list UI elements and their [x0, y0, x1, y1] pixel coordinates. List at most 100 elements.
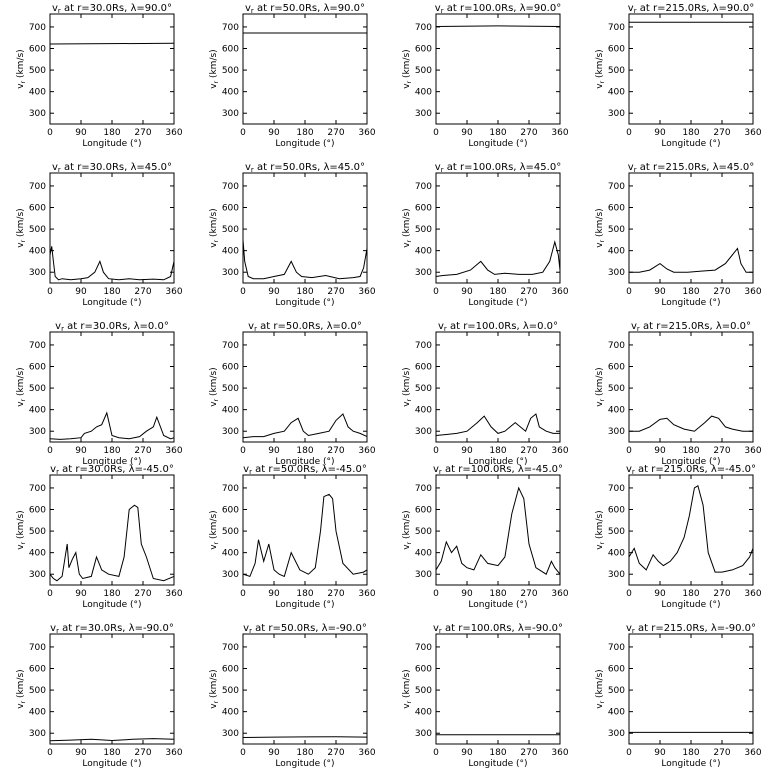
y-tick-label: 500: [415, 384, 432, 394]
title-v: v: [438, 321, 444, 332]
x-tick-label: 180: [489, 287, 506, 297]
x-axis-label: Longitude (°): [468, 139, 527, 149]
x-tick-label: 180: [296, 589, 313, 599]
x-tick-label: 360: [165, 748, 182, 758]
panel-title: vr at r=100.0Rs, λ=-45.0°: [433, 464, 563, 476]
plot-frame: [49, 331, 175, 443]
panel-title: vr at r=100.0Rs, λ=90.0°: [435, 3, 561, 15]
y-axis-label: vr (km/s): [209, 669, 220, 708]
title-subscript-r: r: [249, 468, 252, 476]
x-axis-label: Longitude (°): [661, 759, 720, 768]
ylabel-v: v: [16, 401, 26, 407]
y-tick-label: 400: [608, 549, 625, 559]
x-tick-label: 360: [165, 589, 182, 599]
y-axis-label: vr (km/s): [595, 367, 606, 406]
x-axis-label: Longitude (°): [468, 457, 527, 467]
plot-frame: [49, 633, 175, 745]
series-line: [435, 413, 560, 436]
y-tick-label: 500: [608, 527, 625, 537]
x-tick-label: 180: [489, 128, 506, 138]
y-tick-label: 300: [29, 268, 46, 278]
title-text: at r=50.0Rs, λ=45.0°: [254, 162, 365, 173]
title-text: at r=50.0Rs, λ=-90.0°: [252, 623, 367, 634]
title-text: at r=215.0Rs, λ=90.0°: [637, 3, 755, 14]
x-tick-label: 90: [654, 287, 666, 297]
title-v: v: [245, 162, 251, 173]
x-tick-label: 180: [489, 748, 506, 758]
x-tick-label: 270: [327, 589, 344, 599]
x-tick-label: 360: [744, 748, 761, 758]
panel-title: vr at r=50.0Rs, λ=-90.0°: [243, 623, 367, 635]
y-tick-label: 700: [608, 643, 625, 653]
title-text: at r=30.0Rs, λ=-45.0°: [59, 464, 174, 475]
x-tick-label: 270: [327, 287, 344, 297]
y-tick-label: 600: [608, 665, 625, 675]
x-tick-label: 90: [268, 748, 280, 758]
x-tick-label: 270: [134, 446, 151, 456]
x-tick-label: 270: [134, 287, 151, 297]
panel-title: vr at r=100.0Rs, λ=-90.0°: [433, 623, 563, 635]
y-axis-label: vr (km/s): [402, 208, 413, 247]
x-axis-label: Longitude (°): [275, 139, 334, 149]
ylabel-subscript-r: r: [599, 80, 606, 83]
x-tick-label: 0: [626, 446, 632, 456]
ylabel-units: (km/s): [209, 208, 219, 240]
panel-title: vr at r=30.0Rs, λ=0.0°: [55, 321, 169, 333]
y-tick-label: 400: [222, 406, 239, 416]
title-subscript-r: r: [58, 7, 61, 15]
y-tick-label: 400: [608, 88, 625, 98]
title-v: v: [628, 3, 634, 14]
title-v: v: [248, 321, 254, 332]
x-tick-label: 0: [47, 589, 53, 599]
series-line: [242, 413, 368, 439]
title-v: v: [435, 3, 441, 14]
x-tick-label: 180: [682, 287, 699, 297]
chart-panel: vr at r=50.0Rs, λ=45.0°0 90 180 270 36030040…: [209, 162, 376, 308]
ylabel-units: (km/s): [402, 49, 412, 81]
y-tick-label: 700: [415, 182, 432, 192]
x-tick-label: 180: [682, 128, 699, 138]
x-tick-label: 90: [268, 287, 280, 297]
x-tick-label: 0: [626, 287, 632, 297]
y-tick-label: 700: [415, 341, 432, 351]
title-v: v: [52, 162, 58, 173]
x-tick-label: 0: [240, 589, 246, 599]
plot-frame: [435, 633, 561, 745]
ylabel-v: v: [402, 83, 412, 89]
x-axis-label: Longitude (°): [82, 600, 141, 610]
title-subscript-r: r: [254, 325, 257, 333]
title-text: at r=100.0Rs, λ=0.0°: [447, 321, 558, 332]
x-tick-label: 360: [744, 287, 761, 297]
chart-panel: vr at r=30.0Rs, λ=-45.0°0 90 180 270 3603004…: [16, 464, 183, 610]
y-tick-label: 700: [29, 341, 46, 351]
chart-panel: vr at r=100.0Rs, λ=45.0°0 90 180 270 3603004…: [402, 162, 569, 308]
chart-panel: vr at r=215.0Rs, λ=45.0°0 90 180 270 3603004…: [595, 162, 762, 308]
chart-panel: vr at r=215.0Rs, λ=0.0°0 90 180 270 36030040…: [595, 321, 762, 467]
y-tick-label: 500: [222, 66, 239, 76]
y-tick-label: 300: [608, 268, 625, 278]
series-line: [435, 240, 561, 277]
title-v: v: [243, 623, 249, 634]
x-tick-label: 360: [551, 128, 568, 138]
y-tick-label: 600: [29, 204, 46, 214]
series-line: [49, 42, 175, 45]
plot-frame: [242, 331, 368, 443]
y-tick-label: 300: [415, 427, 432, 437]
x-axis-label: Longitude (°): [275, 600, 334, 610]
y-tick-label: 300: [222, 427, 239, 437]
x-tick-label: 270: [520, 287, 537, 297]
x-tick-label: 90: [268, 446, 280, 456]
plot-frame: [49, 172, 175, 284]
title-text: at r=30.0Rs, λ=90.0°: [61, 3, 172, 14]
panel-title: vr at r=100.0Rs, λ=0.0°: [438, 321, 558, 333]
x-tick-label: 270: [134, 748, 151, 758]
panel-title: vr at r=50.0Rs, λ=-45.0°: [243, 464, 367, 476]
ylabel-subscript-r: r: [20, 239, 27, 242]
series-line: [628, 485, 754, 573]
ylabel-units: (km/s): [595, 669, 605, 701]
ylabel-subscript-r: r: [406, 541, 413, 544]
title-text: at r=30.0Rs, λ=45.0°: [61, 162, 172, 173]
ylabel-v: v: [402, 544, 412, 550]
y-axis-label: vr (km/s): [595, 510, 606, 549]
x-axis-label: Longitude (°): [468, 298, 527, 308]
